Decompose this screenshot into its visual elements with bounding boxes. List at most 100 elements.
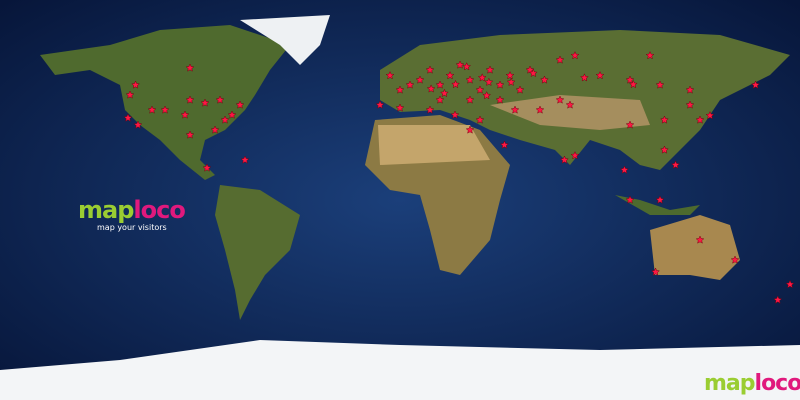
star-icon[interactable] [565, 100, 575, 109]
star-icon[interactable] [695, 235, 705, 244]
star-icon[interactable] [475, 85, 485, 94]
north-america [40, 25, 290, 180]
central-asia-desert [490, 95, 650, 130]
star-icon[interactable] [525, 65, 535, 74]
star-icon[interactable] [773, 295, 783, 304]
star-icon[interactable] [415, 75, 425, 84]
star-icon[interactable] [426, 84, 436, 93]
star-icon[interactable] [499, 140, 509, 149]
star-icon[interactable] [375, 100, 385, 109]
star-icon[interactable] [227, 110, 237, 119]
maploco-corner-logo[interactable]: maploco [704, 371, 800, 396]
star-icon[interactable] [659, 115, 669, 124]
star-icon[interactable] [495, 95, 505, 104]
star-icon[interactable] [202, 163, 212, 172]
star-icon[interactable] [425, 105, 435, 114]
south-america [215, 185, 300, 320]
star-icon[interactable] [625, 195, 635, 204]
star-icon[interactable] [555, 55, 565, 64]
star-icon[interactable] [785, 279, 795, 289]
star-icon[interactable] [482, 90, 492, 100]
continents [0, 15, 800, 400]
star-icon[interactable] [477, 73, 487, 82]
star-icon[interactable] [220, 115, 230, 124]
star-icon[interactable] [435, 95, 445, 104]
star-icon[interactable] [215, 95, 225, 104]
star-icon[interactable] [147, 105, 157, 114]
star-icon[interactable] [685, 100, 695, 109]
star-icon[interactable] [485, 65, 495, 74]
logo-text-map: map [704, 371, 756, 396]
star-icon[interactable] [495, 80, 505, 89]
star-icon[interactable] [180, 110, 190, 119]
star-icon[interactable] [445, 70, 455, 80]
visitor-markers [123, 50, 795, 304]
star-icon[interactable] [619, 165, 629, 174]
star-icon[interactable] [515, 85, 525, 94]
star-icon[interactable] [751, 80, 761, 89]
greenland [240, 15, 330, 65]
star-icon[interactable] [395, 103, 405, 112]
star-icon[interactable] [685, 85, 695, 94]
star-icon[interactable] [628, 79, 638, 89]
star-icon[interactable] [200, 98, 210, 107]
star-icon[interactable] [435, 80, 445, 89]
star-icon[interactable] [455, 60, 465, 69]
star-icon[interactable] [528, 68, 538, 78]
star-icon[interactable] [450, 110, 460, 119]
star-icon[interactable] [465, 75, 475, 84]
star-icon[interactable] [385, 70, 395, 80]
australia [650, 215, 740, 280]
star-icon[interactable] [123, 113, 133, 122]
star-icon[interactable] [555, 95, 565, 104]
star-icon[interactable] [185, 95, 195, 104]
star-icon[interactable] [465, 125, 475, 134]
star-icon[interactable] [451, 79, 461, 89]
star-icon[interactable] [210, 125, 220, 134]
star-icon[interactable] [659, 145, 669, 154]
star-icon[interactable] [671, 160, 681, 169]
star-icon[interactable] [655, 80, 665, 89]
star-icon[interactable] [705, 110, 715, 120]
star-icon[interactable] [484, 77, 494, 87]
star-icon[interactable] [133, 120, 143, 129]
star-icon[interactable] [395, 85, 405, 94]
star-icon[interactable] [160, 105, 170, 114]
star-icon[interactable] [570, 50, 580, 60]
star-icon[interactable] [465, 95, 475, 104]
star-icon[interactable] [475, 115, 485, 124]
star-icon[interactable] [131, 80, 141, 89]
star-icon[interactable] [506, 77, 516, 87]
logo-tagline: map your visitors [97, 223, 167, 232]
maploco-logo[interactable]: maploco [78, 196, 186, 224]
star-icon[interactable] [425, 65, 435, 74]
star-icon[interactable] [645, 50, 655, 60]
star-icon[interactable] [730, 255, 740, 264]
star-icon[interactable] [579, 73, 589, 82]
star-icon[interactable] [235, 100, 245, 109]
star-icon[interactable] [625, 75, 635, 84]
star-icon[interactable] [185, 63, 195, 72]
star-icon[interactable] [595, 70, 605, 80]
star-icon[interactable] [405, 80, 415, 89]
star-icon[interactable] [185, 130, 195, 139]
star-icon[interactable] [625, 120, 635, 129]
sahara [378, 125, 490, 165]
star-icon[interactable] [125, 90, 135, 99]
star-icon[interactable] [570, 150, 580, 160]
indonesia [615, 195, 700, 215]
star-icon[interactable] [240, 155, 250, 164]
star-icon[interactable] [651, 267, 661, 276]
star-icon[interactable] [695, 115, 705, 124]
star-icon[interactable] [439, 88, 449, 98]
star-icon[interactable] [539, 75, 549, 84]
star-icon[interactable] [462, 62, 472, 71]
star-icon[interactable] [535, 105, 545, 114]
logo-text-loco: loco [754, 371, 800, 396]
star-icon[interactable] [559, 155, 569, 164]
star-icon[interactable] [510, 105, 520, 114]
star-icon[interactable] [505, 70, 515, 80]
star-icon[interactable] [655, 195, 665, 204]
